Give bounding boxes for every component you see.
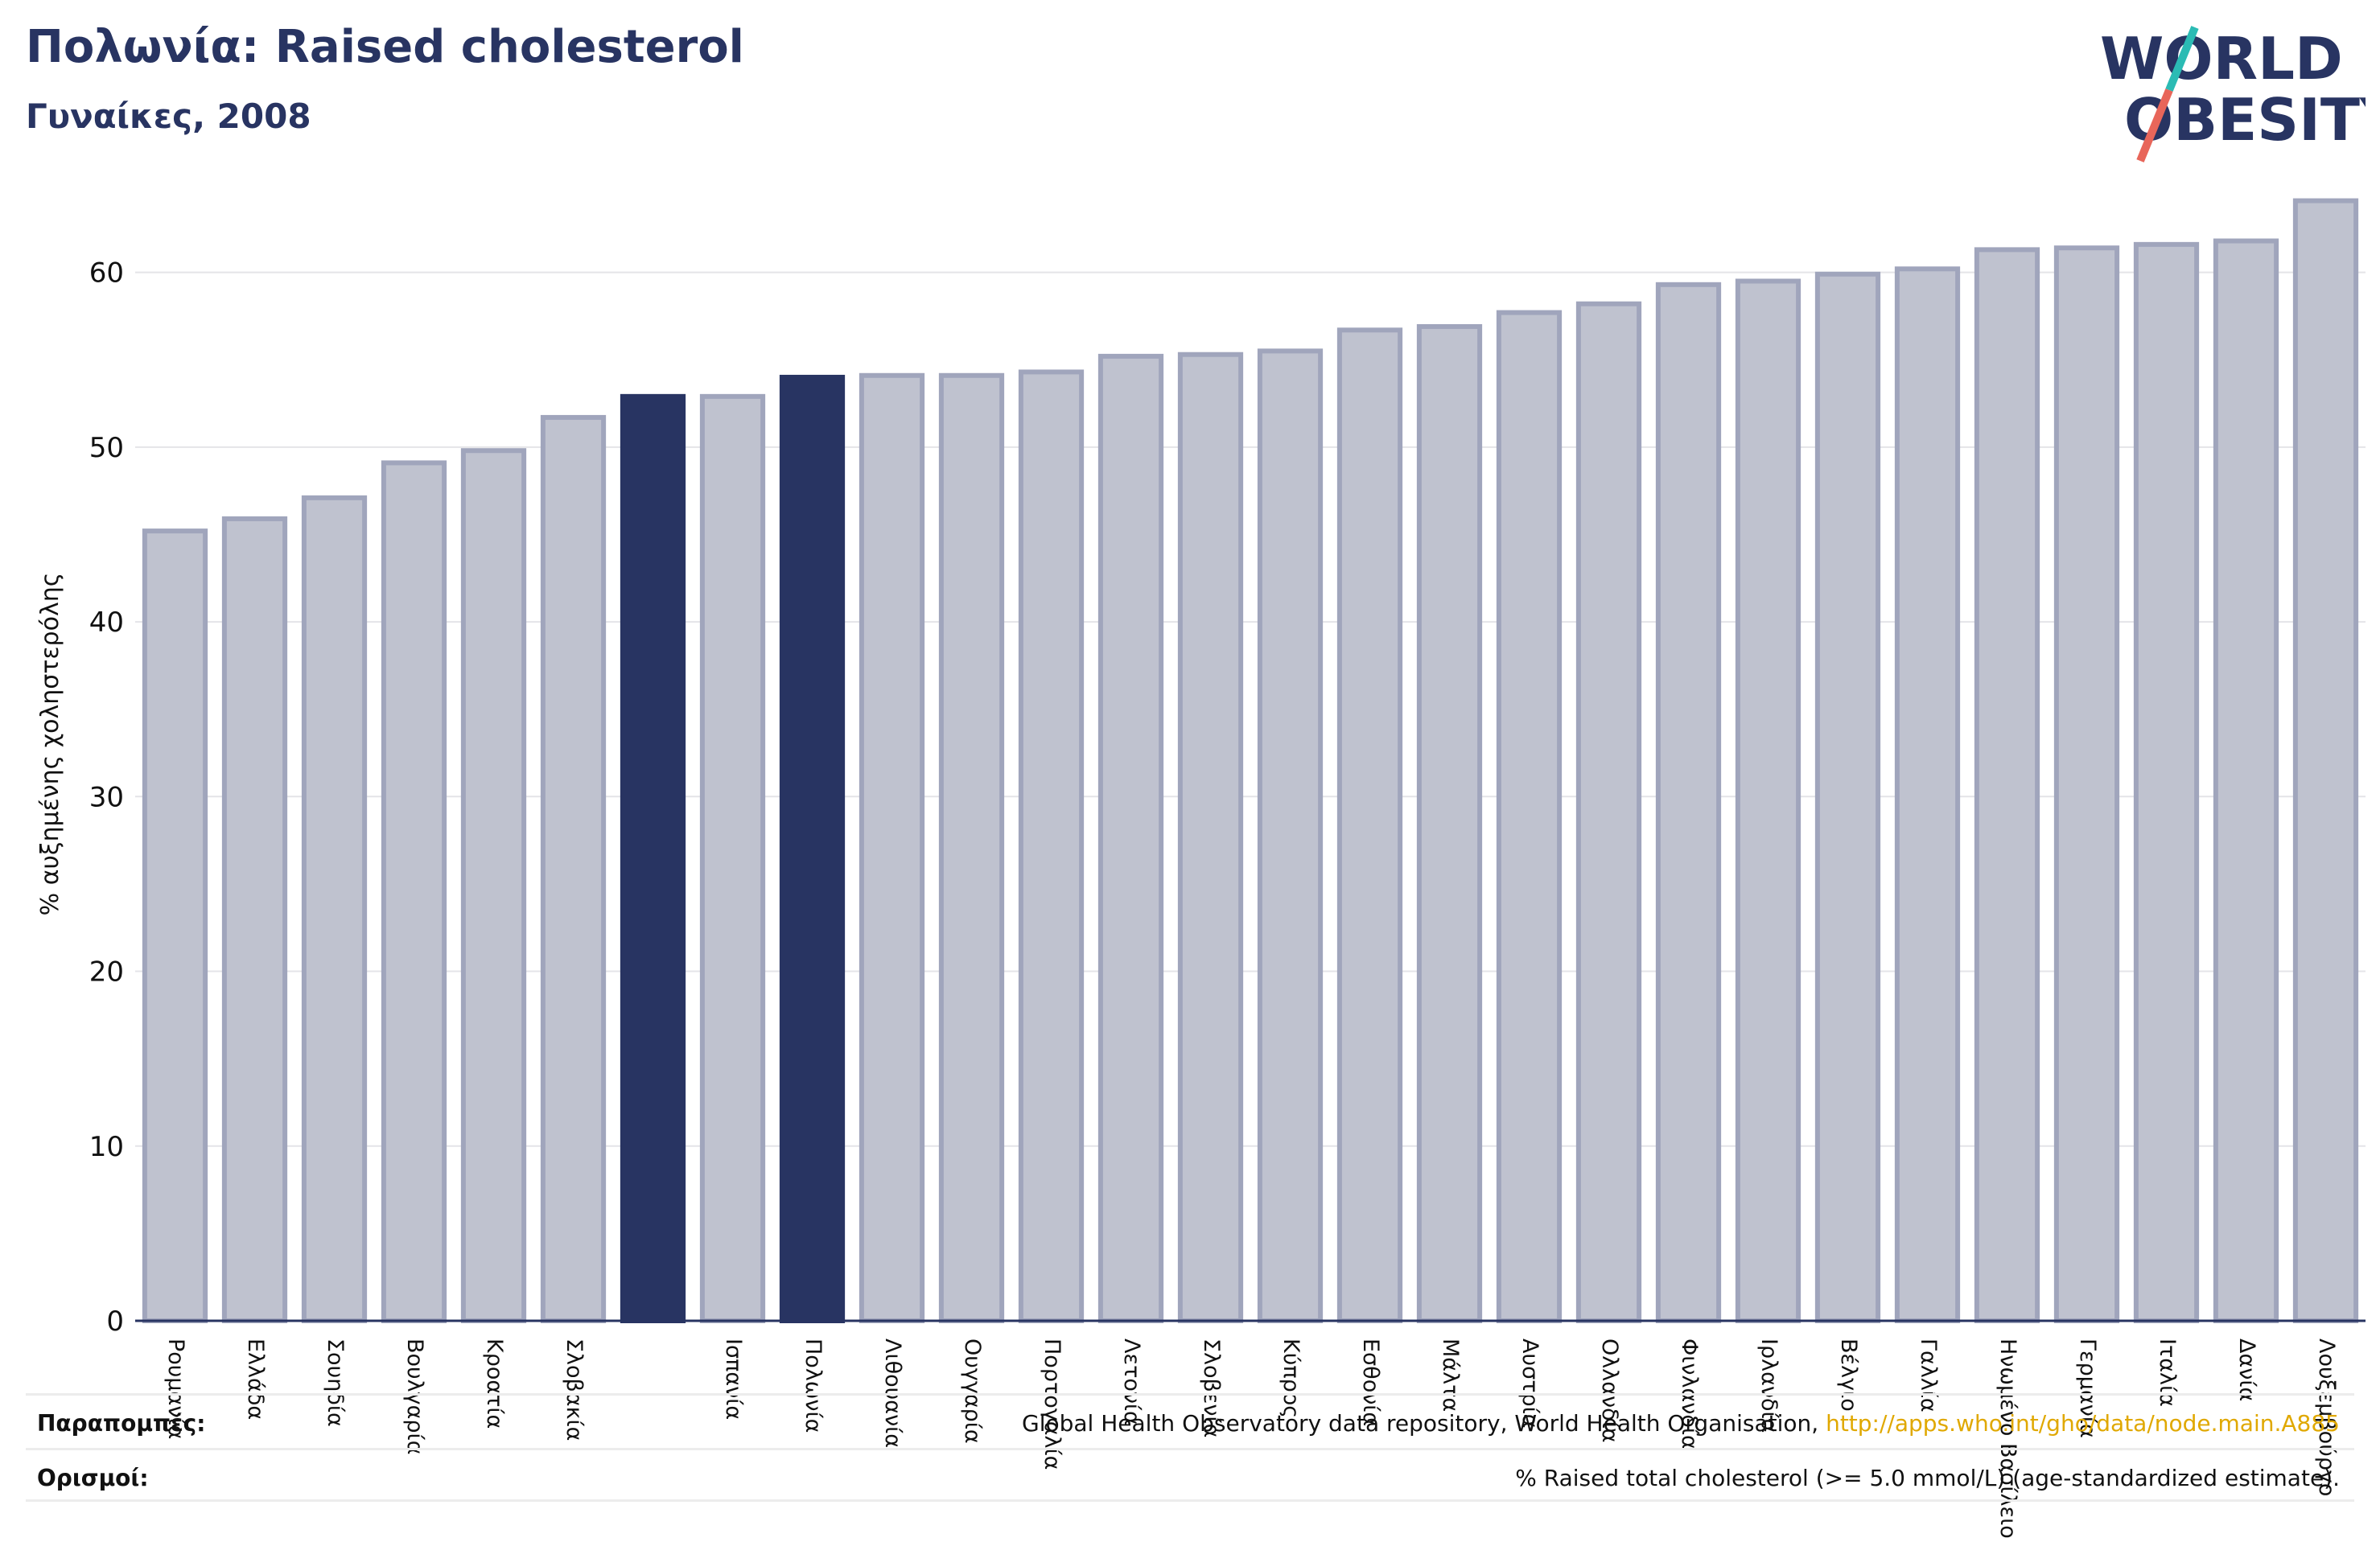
y-tick-label: 60 — [89, 257, 124, 290]
bar — [2133, 241, 2200, 1323]
bar — [540, 414, 607, 1324]
y-axis-label: % αυξημένης χοληστερόλης — [36, 573, 64, 916]
references-row: Παραπομπές: Global Health Observatory da… — [26, 1393, 2354, 1450]
bar — [1018, 369, 1085, 1324]
x-tick-label: Σλοβακία — [562, 1338, 587, 1441]
bar — [779, 374, 846, 1323]
definitions-label: Ορισμοί: — [37, 1465, 149, 1491]
bar — [1735, 278, 1801, 1323]
x-tick-label: Ιρλανδία — [1756, 1338, 1781, 1433]
references-value: Global Health Observatory data repositor… — [1022, 1410, 2340, 1437]
x-tick-label: Εσθονία — [1358, 1338, 1383, 1426]
bar — [1336, 327, 1403, 1324]
references-text: Global Health Observatory data repositor… — [1022, 1410, 1826, 1437]
x-tick-label: Ουγγαρία — [960, 1338, 985, 1444]
y-tick-label: 20 — [89, 956, 124, 989]
references-link[interactable]: http://apps.who.int/gho/data/node.main.A… — [1826, 1410, 2340, 1437]
y-tick-label: 40 — [89, 607, 124, 639]
x-tick-label: Μάλτα — [1438, 1338, 1463, 1412]
x-tick-label: Ολλανδία — [1597, 1338, 1622, 1443]
x-tick-label: Ισπανία — [721, 1338, 746, 1420]
x-tick-label: Λουξεμβούργο — [2314, 1338, 2339, 1496]
bar — [1575, 301, 1642, 1323]
bar — [1177, 352, 1244, 1323]
references-label: Παραπομπές: — [37, 1410, 206, 1437]
y-tick-label: 10 — [89, 1131, 124, 1163]
definitions-row: Ορισμοί: % Raised total cholesterol (>= … — [26, 1448, 2354, 1505]
bar — [2053, 245, 2120, 1323]
bar — [859, 372, 925, 1324]
bar — [1814, 271, 1881, 1323]
x-tick-label: Ρουμανία — [163, 1338, 188, 1439]
logo-slash-top — [2165, 26, 2199, 92]
bar — [381, 460, 447, 1323]
bar — [460, 448, 527, 1323]
x-tick-label: Σλοβενία — [1199, 1338, 1224, 1437]
x-tick-label: Ηνωμένο Βασίλειο — [1995, 1338, 2020, 1539]
world-obesity-logo: WORLD OBESITY — [2100, 25, 2366, 162]
bar — [1257, 348, 1324, 1323]
bar — [1974, 247, 2040, 1324]
bar — [1416, 323, 1483, 1323]
bar — [699, 393, 766, 1323]
bar — [1496, 310, 1563, 1323]
x-tick-label: Κύπρος — [1279, 1338, 1303, 1418]
footer-divider — [26, 1499, 2354, 1502]
x-tick-label: Σουηδία — [323, 1338, 348, 1427]
x-tick-label: Γερμανία — [2075, 1338, 2100, 1438]
logo-text-world: WORLD — [2100, 25, 2343, 93]
y-tick-label: 0 — [106, 1306, 124, 1338]
bar — [620, 393, 686, 1323]
y-tick-label: 30 — [89, 781, 124, 813]
x-tick-label: Δανία — [2234, 1338, 2259, 1401]
y-tick-labels: 0 10 20 30 40 50 60 — [89, 257, 124, 1338]
bar — [1097, 353, 1164, 1324]
bar — [221, 516, 288, 1323]
x-tick-label: Βέλγιο — [1836, 1338, 1861, 1412]
bar — [2292, 198, 2359, 1323]
x-tick-label: Λετονία — [1119, 1338, 1144, 1425]
chart-title: Πολωνία: Raised cholesterol — [26, 21, 744, 73]
bar — [142, 528, 208, 1323]
bar — [938, 372, 1005, 1324]
x-tick-label: Γαλλία — [1916, 1338, 1941, 1412]
y-tick-label: 50 — [89, 432, 124, 464]
bar — [1655, 282, 1722, 1323]
bar — [2213, 238, 2279, 1324]
x-tick-label: Πολωνία — [801, 1338, 826, 1433]
definitions-text: % Raised total cholesterol (>= 5.0 mmol/… — [1515, 1465, 2340, 1491]
x-tick-label: Βουλγαρία — [402, 1338, 427, 1455]
bar — [1894, 266, 1961, 1324]
x-tick-label: Κροατία — [482, 1338, 507, 1429]
x-tick-label: Ελλάδα — [243, 1338, 268, 1420]
chart-subtitle: Γυναίκες, 2008 — [26, 97, 311, 136]
logo-slash-bottom — [2136, 88, 2173, 162]
x-tick-label: Αυστρία — [1517, 1338, 1542, 1429]
bars-layer — [135, 198, 2366, 1324]
bar — [301, 495, 368, 1323]
